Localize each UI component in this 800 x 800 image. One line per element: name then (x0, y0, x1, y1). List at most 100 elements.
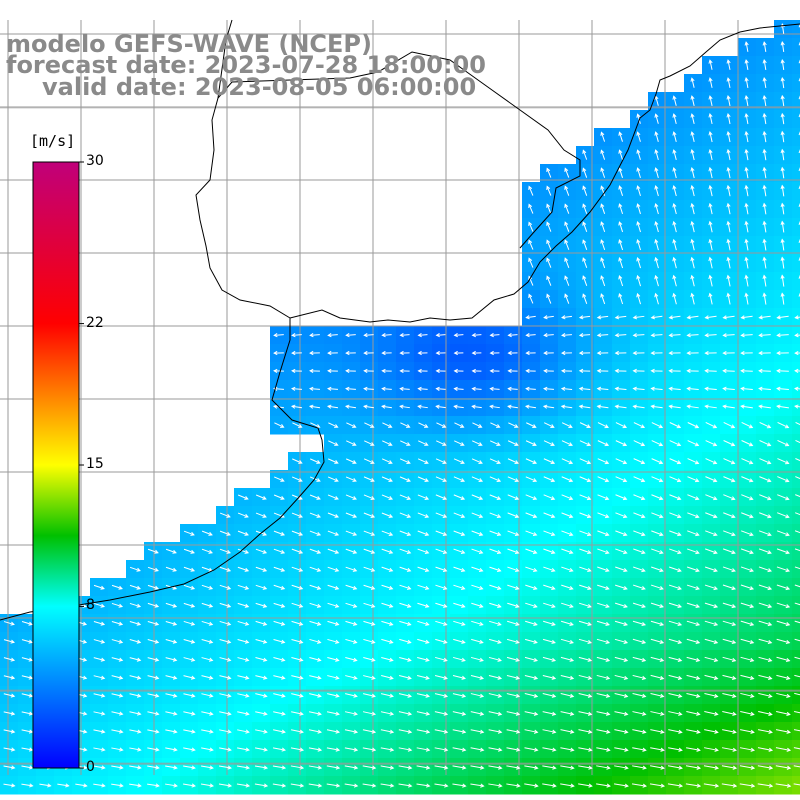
speed-cell (792, 434, 800, 453)
wind-arrow (758, 602, 772, 608)
wind-arrow (183, 566, 195, 572)
wind-arrow-head (722, 368, 727, 374)
wind-arrow (382, 422, 392, 428)
wind-arrow-head (744, 256, 749, 262)
wind-arrow-head (244, 585, 250, 590)
wind-arrow-head (370, 442, 375, 446)
wind-arrow (328, 422, 338, 428)
wind-arrow-head (389, 765, 395, 770)
wind-arrow (618, 275, 624, 287)
wind-arrow-head (776, 333, 781, 338)
wind-arrow (309, 620, 321, 626)
wind-arrow-head (388, 531, 394, 536)
wind-arrow (327, 602, 339, 608)
wind-arrow-head (749, 514, 754, 519)
wind-arrow (633, 476, 645, 482)
wind-arrow (254, 747, 268, 751)
wind-arrow (183, 693, 195, 697)
wind-arrow (686, 638, 700, 644)
wind-arrow (93, 783, 105, 787)
colorbar-units: [m/s] (30, 132, 76, 150)
wind-arrow (489, 548, 501, 554)
wind-arrow-head (672, 220, 677, 226)
wind-arrow-head (712, 460, 718, 465)
wind-arrow-head (785, 586, 791, 591)
wind-arrow-head (298, 513, 303, 518)
wind-arrow-head (208, 585, 214, 590)
wind-arrow-head (794, 315, 799, 320)
wind-arrow-head (624, 765, 629, 770)
wind-arrow (705, 388, 717, 390)
wind-arrow-head (714, 729, 719, 734)
wind-arrow (507, 548, 519, 554)
wind-arrow-head (100, 603, 106, 608)
wind-arrow-head (677, 568, 682, 573)
wind-arrow (362, 747, 376, 751)
wind-arrow-head (226, 621, 232, 626)
wind-arrow-head (776, 368, 781, 374)
wind-arrow (794, 674, 800, 678)
wind-arrow-head (672, 274, 677, 280)
wind-arrow-head (768, 729, 773, 734)
wind-arrow-head (244, 513, 249, 518)
wind-arrow-head (137, 783, 142, 788)
wind-arrow-head (281, 675, 286, 680)
wind-arrow (147, 620, 159, 626)
wind-arrow-head (794, 386, 799, 391)
wind-arrow (794, 602, 800, 606)
wind-arrow-head (407, 783, 413, 788)
wind-arrow (147, 675, 159, 679)
wind-arrow (542, 620, 556, 626)
wind-arrow (763, 95, 767, 107)
wind-arrow-head (623, 514, 628, 519)
wind-arrow (237, 693, 249, 697)
wind-arrow-head (654, 131, 659, 136)
wind-arrow (597, 458, 609, 464)
wind-arrow (795, 387, 800, 390)
wind-arrow (632, 674, 646, 680)
wind-arrow-head (262, 495, 267, 500)
wind-arrow-head (623, 711, 629, 716)
wind-arrow-head (744, 220, 749, 226)
wind-arrow (579, 602, 591, 608)
wind-arrow-head (352, 621, 358, 626)
wind-arrow-head (478, 424, 483, 428)
wind-arrow (668, 729, 682, 733)
wind-arrow-head (353, 711, 358, 716)
wind-arrow-head (462, 783, 467, 788)
wind-arrow-head (588, 783, 593, 788)
wind-arrow (795, 476, 800, 480)
wind-arrow-head (399, 368, 404, 374)
wind-arrow-head (525, 368, 530, 374)
wind-arrow-head (471, 350, 476, 356)
wind-arrow-head (82, 675, 88, 680)
speed-cell (792, 506, 800, 525)
wind-arrow-head (586, 478, 592, 483)
wind-arrow-head (299, 693, 304, 698)
wind-arrow-head (600, 275, 605, 280)
wind-arrow-head (10, 657, 16, 662)
wind-arrow-head (82, 693, 88, 698)
wind-arrow (452, 783, 466, 787)
wind-arrow (434, 747, 448, 751)
wind-arrow-head (642, 747, 647, 752)
wind-arrow-head (118, 621, 124, 626)
wind-arrow-head (371, 675, 376, 680)
wind-arrow-head (515, 675, 521, 680)
wind-arrow-head (762, 256, 767, 262)
wind-arrow (651, 458, 663, 464)
wind-arrow (470, 765, 484, 769)
wind-arrow-head (281, 729, 286, 734)
wind-arrow (668, 711, 682, 715)
wind-arrow (542, 747, 556, 751)
wind-arrow-head (345, 386, 350, 391)
wind-arrow (542, 674, 556, 680)
wind-arrow-head (424, 442, 429, 446)
wind-arrow (759, 405, 771, 409)
wind-arrow-head (654, 149, 659, 154)
wind-arrow-head (532, 442, 537, 447)
wind-arrow (741, 421, 753, 429)
wind-arrow-head (659, 550, 664, 555)
wind-arrow-head (281, 657, 286, 662)
wind-arrow-head (668, 386, 673, 391)
